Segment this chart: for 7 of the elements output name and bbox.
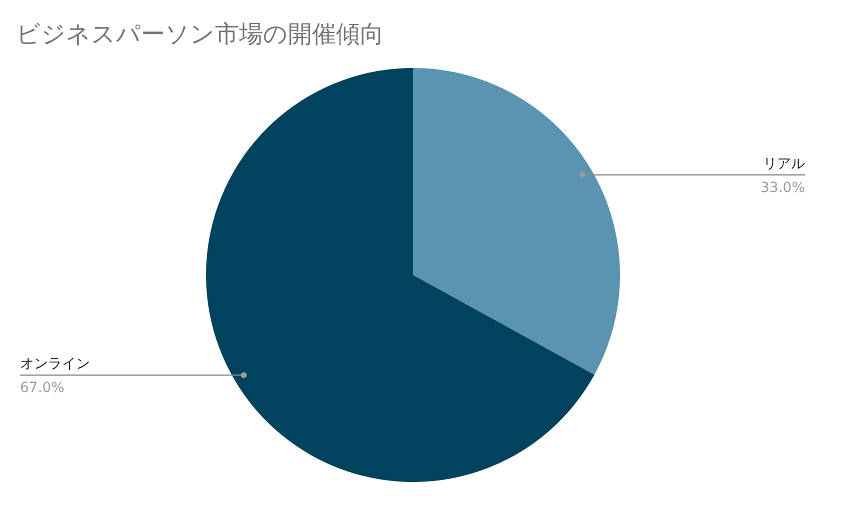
data-label: 67.0% — [20, 380, 64, 396]
data-label: 33.0% — [760, 180, 805, 196]
slice-label: オンライン — [20, 356, 90, 372]
slice-label: リアル — [763, 156, 805, 172]
pie-slice — [413, 68, 620, 375]
chart-title: ビジネスパーソン市場の開催傾向 — [16, 19, 384, 50]
pie-slice — [206, 68, 594, 482]
